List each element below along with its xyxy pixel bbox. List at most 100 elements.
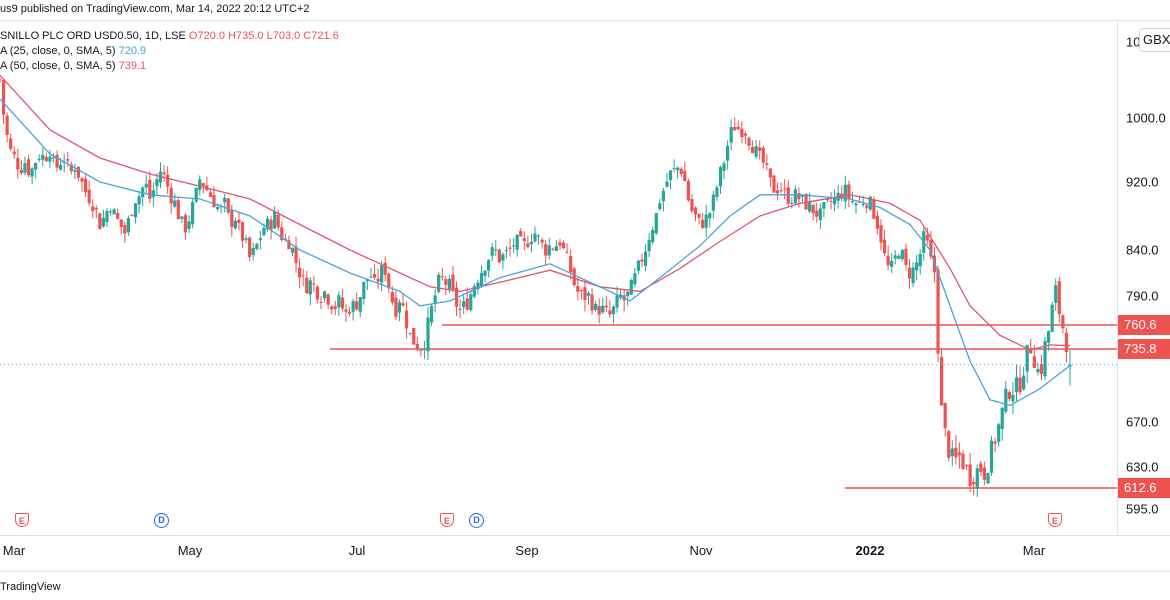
candle-body: [94, 207, 98, 210]
candle-body: [1018, 377, 1022, 393]
candle-body: [383, 262, 387, 275]
ma25-value: 720.9: [118, 45, 147, 57]
candle-body: [119, 219, 123, 227]
candle-body: [686, 180, 690, 201]
candle-body: [1061, 315, 1065, 329]
candle-body: [726, 145, 730, 161]
candle-body: [319, 301, 323, 303]
earnings-event-icon[interactable]: E: [440, 513, 454, 527]
candle-body: [34, 163, 38, 170]
candle-body: [422, 349, 427, 351]
currency-button[interactable]: GBX: [1139, 28, 1170, 52]
candle-body: [961, 453, 965, 469]
candle-body: [429, 305, 434, 323]
candle-body: [315, 286, 320, 300]
dividend-event-icon[interactable]: D: [154, 513, 169, 528]
candle-body: [758, 147, 762, 151]
candle-body: [337, 295, 341, 308]
candle-body: [248, 237, 252, 258]
x-tick: Mar: [2, 543, 26, 558]
candle-body: [201, 183, 205, 186]
candle-body: [1011, 394, 1015, 402]
candle-body: [893, 255, 897, 259]
candle-body: [658, 203, 662, 210]
candle-body: [1057, 281, 1061, 315]
x-tick-year: 2022: [855, 543, 885, 558]
candle-body: [447, 278, 451, 290]
candle-body: [148, 179, 152, 199]
dividend-event-icon[interactable]: D: [469, 513, 484, 528]
candle-body: [761, 147, 765, 163]
candle-body: [419, 349, 423, 351]
earnings-event-icon[interactable]: E: [15, 513, 29, 527]
candle-body: [989, 440, 994, 473]
candle-body: [1, 80, 6, 115]
candle-body: [943, 402, 947, 429]
candle-body: [255, 243, 259, 249]
ma50-value: 739.1: [118, 60, 147, 72]
candle-body: [544, 244, 548, 256]
symbol-legend[interactable]: SNILLO PLC ORD USD0.50, 1D, LSE O720.0 H…: [0, 30, 339, 42]
candle-body: [87, 189, 91, 204]
candle-body: [765, 163, 769, 165]
candle-body: [198, 179, 202, 191]
candle-body: [740, 128, 744, 138]
ma50-label: A (50, close, 0, SMA, 5): [0, 60, 116, 72]
candle-body: [16, 157, 20, 170]
ma25-legend[interactable]: A (25, close, 0, SMA, 5) 720.9: [0, 45, 146, 57]
candle-body: [458, 308, 462, 310]
candle-body: [23, 163, 27, 173]
candle-body: [69, 164, 73, 172]
candle-body: [208, 192, 213, 197]
candle-body: [12, 151, 16, 155]
candle-body: [940, 357, 944, 406]
candle-body: [487, 259, 491, 271]
candle-body: [1064, 332, 1069, 352]
y-tick: 595.0: [1126, 501, 1159, 517]
price-plot[interactable]: [0, 0, 1117, 535]
candle-body: [390, 292, 394, 303]
candle-body: [854, 203, 858, 206]
candle-body: [843, 184, 847, 202]
candle-body: [558, 242, 562, 246]
candle-body: [237, 219, 241, 224]
candle-body: [1032, 356, 1036, 369]
candle-body: [1022, 375, 1026, 390]
earnings-event-icon[interactable]: E: [1048, 513, 1062, 527]
candle-body: [401, 303, 405, 306]
candle-body: [151, 190, 155, 198]
candle-body: [829, 201, 833, 203]
candle-body: [551, 248, 555, 250]
candle-body: [811, 204, 815, 214]
candle-body: [601, 305, 605, 313]
candle-body: [340, 297, 344, 309]
candle-body: [522, 238, 526, 242]
candle-body: [957, 452, 962, 456]
candle-body: [572, 268, 576, 286]
candle-body: [226, 198, 230, 213]
candle-body: [91, 206, 95, 211]
candle-body: [515, 234, 519, 250]
candle-body: [800, 194, 805, 197]
candle-body: [479, 272, 484, 287]
candle-body: [904, 248, 908, 265]
candle-body: [750, 147, 755, 154]
candle-body: [808, 202, 812, 212]
candle-body: [273, 211, 277, 229]
candle-body: [690, 199, 694, 212]
candle-body: [483, 270, 487, 277]
candle-body: [305, 277, 309, 294]
candle-body: [504, 249, 509, 251]
tradingview-footer: TradingView: [0, 581, 61, 593]
candle-body: [405, 310, 409, 329]
candle-body: [882, 239, 887, 254]
candle-body: [790, 202, 794, 204]
ma50-legend[interactable]: A (50, close, 0, SMA, 5) 739.1: [0, 60, 146, 72]
candle-body: [950, 448, 954, 457]
candle-body: [155, 179, 159, 187]
candle-body: [936, 269, 940, 354]
candle-body: [223, 197, 227, 203]
candle-body: [954, 447, 958, 458]
candle-body: [1047, 331, 1051, 343]
